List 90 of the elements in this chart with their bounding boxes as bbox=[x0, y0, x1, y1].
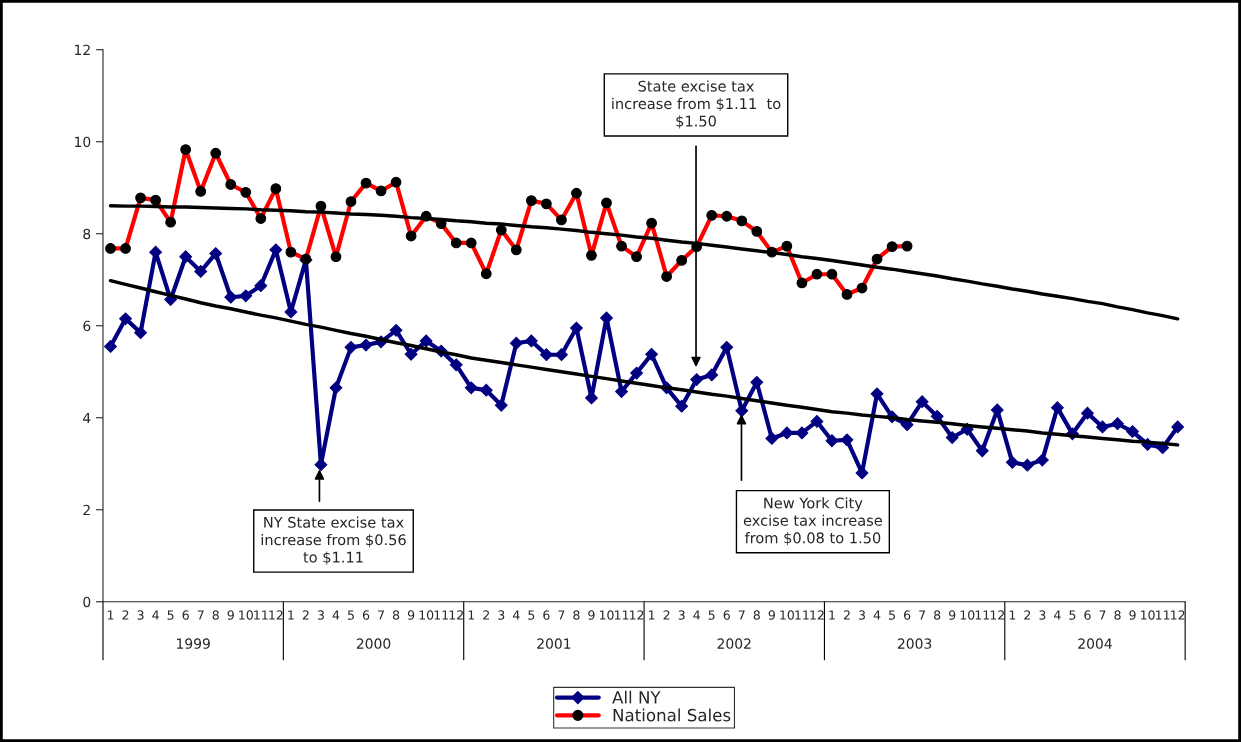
text: 2004 bbox=[1078, 638, 1112, 649]
x-tick-label: 9 bbox=[407, 610, 415, 620]
x-tick-label: 7 bbox=[558, 610, 565, 620]
x-tick-label: 5 bbox=[889, 610, 895, 620]
x-tick-label: 5 bbox=[528, 610, 535, 620]
text: 2003 bbox=[897, 638, 932, 649]
x-tick-label: 6 bbox=[723, 610, 730, 620]
y-tick-label: 0 bbox=[83, 596, 91, 608]
x-tick-label: 6 bbox=[904, 610, 911, 620]
x-tick-label: 10 bbox=[599, 610, 614, 620]
x-tick-label: 9 bbox=[768, 610, 775, 620]
x-tick-label: 3 bbox=[858, 610, 865, 620]
x-tick-label: 2 bbox=[843, 610, 850, 620]
x-tick-label: 6 bbox=[1084, 610, 1091, 620]
y-tick-label: 10 bbox=[75, 136, 91, 148]
x-tick-label: 7 bbox=[738, 610, 745, 620]
x-tick-label: 1 bbox=[468, 610, 475, 620]
x-tick-label: 3 bbox=[137, 610, 144, 620]
x-tick-label: 9 bbox=[227, 610, 234, 620]
y-tick-label: 12 bbox=[75, 44, 90, 55]
x-tick-label: 4 bbox=[332, 610, 340, 620]
x-tick-label: 12 bbox=[269, 610, 283, 620]
x-tick-label: 12 bbox=[629, 610, 644, 620]
x-tick-label: 5 bbox=[347, 610, 354, 620]
x-tick-label: 9 bbox=[949, 610, 956, 620]
x-tick-label: 9 bbox=[1129, 610, 1136, 620]
x-tick-label: 8 bbox=[392, 610, 400, 620]
x-tick-label: 6 bbox=[543, 610, 550, 620]
y-tick-label: 2 bbox=[83, 504, 90, 516]
x-tick-label: 4 bbox=[693, 610, 700, 620]
x-tick-label: 11 bbox=[975, 610, 990, 620]
x-tick-label: 3 bbox=[498, 610, 505, 620]
x-tick-label: 4 bbox=[873, 610, 881, 620]
annotation: New York City excise tax increase from $0.08 to 1.50 bbox=[743, 497, 882, 546]
x-tick-label: 5 bbox=[167, 610, 174, 620]
x-tick-label: 7 bbox=[1099, 610, 1106, 620]
x-tick-label: 9 bbox=[588, 610, 595, 620]
x-tick-label: 3 bbox=[1039, 610, 1046, 620]
x-tick-label: 10 bbox=[780, 610, 794, 620]
x-tick-label: 2 bbox=[122, 610, 129, 620]
x-tick-label: 6 bbox=[182, 610, 189, 620]
x-tick-label: 4 bbox=[512, 610, 520, 620]
x-tick-label: 10 bbox=[419, 610, 434, 620]
text: 2000 bbox=[356, 638, 391, 649]
x-tick-label: 7 bbox=[378, 610, 384, 620]
x-tick-label: 11 bbox=[614, 610, 629, 620]
x-tick-label: 8 bbox=[753, 610, 760, 620]
x-tick-label: 12 bbox=[810, 610, 824, 620]
x-tick-label: 4 bbox=[1054, 610, 1061, 620]
x-tick-label: 8 bbox=[573, 610, 580, 620]
x-tick-label: 1 bbox=[107, 610, 114, 620]
x-tick-label: 7 bbox=[919, 610, 926, 620]
x-tick-label: 1 bbox=[1009, 610, 1016, 620]
annotation: NY State excise tax increase from $0.56 to $1.11 bbox=[261, 516, 406, 565]
x-tick-label: 10 bbox=[960, 610, 975, 620]
legend-label: All NY bbox=[612, 690, 661, 704]
x-tick-label: 11 bbox=[1156, 610, 1170, 620]
x-tick-label: 2 bbox=[302, 610, 309, 620]
x-tick-label: 11 bbox=[434, 610, 448, 620]
x-tick-label: 6 bbox=[362, 610, 370, 620]
x-tick-label: 8 bbox=[212, 610, 219, 620]
text: 2001 bbox=[537, 638, 571, 649]
x-tick-label: 12 bbox=[449, 610, 463, 620]
y-tick-label: 6 bbox=[83, 320, 91, 332]
x-tick-label: 1 bbox=[648, 610, 655, 620]
y-tick-label: 8 bbox=[83, 228, 91, 240]
x-tick-label: 11 bbox=[254, 610, 268, 620]
x-tick-label: 5 bbox=[1069, 610, 1076, 620]
x-tick-label: 8 bbox=[1114, 610, 1121, 620]
annotation: State excise tax increase from $1.11 to $1.50 bbox=[612, 80, 781, 129]
x-tick-label: 12 bbox=[990, 610, 1004, 620]
x-tick-label: 4 bbox=[152, 610, 159, 620]
x-tick-label: 1 bbox=[829, 610, 835, 620]
x-tick-label: 2 bbox=[663, 610, 670, 620]
x-tick-label: 2 bbox=[483, 610, 489, 620]
x-tick-label: 1 bbox=[288, 610, 294, 620]
x-tick-label: 11 bbox=[795, 610, 809, 620]
x-tick-label: 12 bbox=[1171, 610, 1185, 620]
legend-label: National Sales bbox=[613, 708, 731, 722]
x-tick-label: 3 bbox=[678, 610, 685, 620]
x-tick-label: 2 bbox=[1024, 610, 1031, 620]
x-tick-label: 8 bbox=[934, 610, 941, 620]
x-tick-label: 3 bbox=[317, 610, 324, 620]
x-tick-label: 7 bbox=[197, 610, 204, 620]
x-tick-label: 5 bbox=[708, 610, 715, 620]
text: 1999 bbox=[177, 638, 210, 649]
x-tick-label: 10 bbox=[1141, 610, 1155, 620]
text: 2002 bbox=[717, 638, 751, 649]
y-tick-label: 4 bbox=[83, 412, 91, 424]
x-tick-label: 10 bbox=[239, 610, 253, 620]
